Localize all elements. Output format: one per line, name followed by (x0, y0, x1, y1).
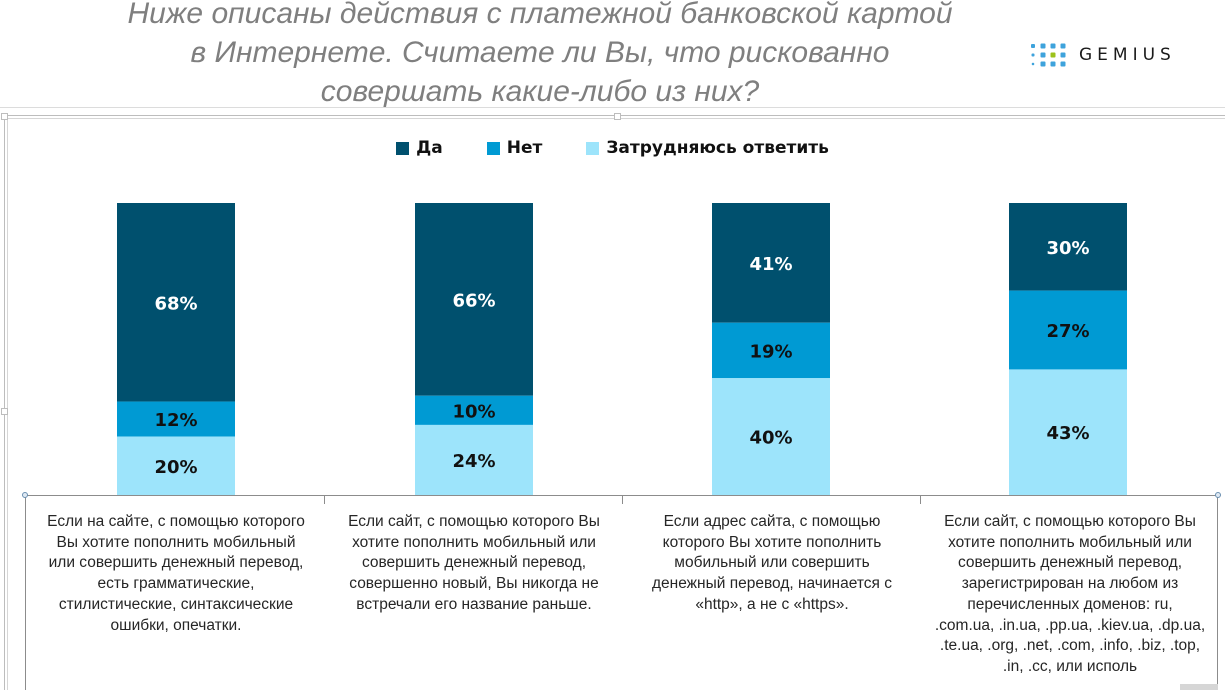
category-label-line: денежный перевод, начинается с (652, 575, 892, 593)
logo-dot (1050, 52, 1056, 58)
legend-label-yes: Да (416, 138, 443, 158)
frame-top-outer (0, 107, 1225, 108)
category-label-2: Если сайт, с помощью которого Вы хотите п… (325, 512, 623, 616)
bar-segment-yes (117, 203, 235, 402)
bar-segment-no (712, 322, 830, 379)
category-label-1: Если на сайте, с помощью которого Вы хоти… (27, 512, 325, 636)
category-label-line: мобильный или совершить (674, 554, 870, 572)
category-label-line: или совершить денежный перевод, (48, 554, 304, 572)
category-label-line: совершить денежный перевод, (957, 554, 1183, 572)
category-label-line: встречали его название раньше. (356, 595, 592, 613)
title-line-1: Ниже описаны действия с платежной банков… (127, 0, 953, 30)
legend-swatch-yes (396, 141, 410, 155)
axis-handle-left[interactable] (22, 492, 28, 498)
resize-handle-top-left[interactable] (1, 113, 8, 120)
logo-dot (1040, 43, 1046, 49)
data-label: 12% (154, 410, 197, 431)
resize-handle-left-middle[interactable] (1, 408, 8, 415)
legend-item-yes: Да (396, 138, 443, 158)
category-label-3: Если адрес сайта, с помощью которого Вы х… (623, 512, 921, 616)
slide-title: Ниже описаны действия с платежной банков… (40, 0, 1040, 111)
data-label: 66% (452, 290, 495, 311)
data-label: 68% (154, 293, 197, 314)
data-label: 41% (749, 254, 792, 275)
frame-left-inner (7, 118, 8, 690)
logo-dot (1060, 43, 1066, 49)
category-label-line: совершенно новый, Вы никогда не (349, 575, 599, 593)
category-label-line: Если на сайте, с помощью которого (47, 513, 305, 530)
logo-dot (1031, 53, 1035, 57)
chart-legend: Да Нет Затрудняюсь ответить (0, 138, 1225, 158)
bar-segment-yes (1009, 203, 1127, 291)
data-label: 20% (154, 457, 197, 478)
logo-dot (1050, 43, 1056, 49)
category-label-line: есть грамматические, (97, 575, 255, 593)
category-axis: Если на сайте, с помощью которого Вы хоти… (25, 495, 1218, 690)
legend-item-no: Нет (486, 138, 543, 158)
category-divider (622, 496, 623, 504)
data-label: 40% (749, 428, 792, 449)
logo-dot (1060, 61, 1066, 67)
category-label-line: хотите пополнить мобильный или (352, 533, 596, 551)
logo-dot (1040, 52, 1046, 58)
category-label-4: Если сайт, с помощью которого Вы хотите п… (921, 512, 1219, 678)
category-label-line: которого Вы хотите пополнить (662, 533, 882, 551)
category-label-line: хотите пополнить мобильный или (948, 533, 1192, 551)
category-label-line: зарегистрирован на любом из (961, 575, 1179, 593)
scrollbar-thumb[interactable] (1180, 684, 1218, 690)
gemius-dots-icon (1031, 43, 1066, 67)
logo-dot (1031, 44, 1035, 48)
legend-item-unsure: Затрудняюсь ответить (586, 138, 829, 158)
category-label-line: Если адрес сайта, с помощью (663, 513, 881, 530)
category-label-line: «http», а не с «https». (695, 595, 849, 613)
logo-dot (1050, 61, 1056, 67)
category-divider (324, 496, 325, 504)
data-label: 19% (749, 341, 792, 362)
legend-swatch-unsure (586, 141, 600, 155)
category-label-line: стилистические, синтаксические (58, 595, 294, 613)
bar-segment-unsure (1009, 369, 1127, 495)
data-label: 43% (1046, 423, 1089, 444)
legend-label-no: Нет (506, 138, 543, 158)
category-label-line: совершить денежный перевод, (361, 554, 587, 572)
category-label-line: перечисленных доменов: ru, (967, 595, 1173, 613)
bar-segment-no (415, 395, 533, 425)
frame-left (4, 115, 5, 690)
logo-text: GEMIUS (1079, 45, 1176, 65)
logo-dot (1040, 61, 1046, 67)
logo-dot (1031, 62, 1035, 66)
bar-segment-no (117, 401, 235, 437)
category-label-line: .te.ua, .org, .net, .com, .info, .biz, .… (939, 637, 1201, 655)
data-label: 27% (1046, 321, 1089, 342)
resize-handle-top-middle[interactable] (614, 113, 621, 120)
bar-segment-unsure (415, 424, 533, 495)
category-divider (920, 496, 921, 504)
title-line-2: в Интернете. Считаете ли Вы, что рискова… (190, 36, 890, 69)
title-line-3: совершать какие-либо из них? (320, 75, 760, 108)
bar-segment-yes (712, 203, 830, 323)
category-label-line: .in, .cc, или исполь (1002, 657, 1138, 675)
bar-segment-yes (415, 203, 533, 396)
category-label-line: Если сайт, с помощью которого Вы (348, 513, 600, 530)
legend-swatch-no (486, 141, 500, 155)
data-label: 10% (452, 401, 495, 422)
legend-label-unsure: Затрудняюсь ответить (606, 138, 829, 158)
category-label-line: ошибки, опечатки. (110, 616, 242, 634)
axis-handle-right[interactable] (1215, 492, 1221, 498)
bar-segment-unsure (117, 436, 235, 495)
data-label: 30% (1046, 238, 1089, 259)
category-label-line: Если сайт, с помощью которого Вы (944, 513, 1196, 530)
bar-segment-unsure (712, 378, 830, 495)
category-label-line: Вы хотите пополнить мобильный (56, 533, 296, 551)
bar-segment-no (1009, 290, 1127, 370)
logo-dot (1060, 52, 1066, 58)
data-label: 24% (452, 451, 495, 472)
category-label-line: .com.ua, .in.ua, .pp.ua, .kiev.ua, .dp.u… (934, 616, 1206, 634)
gemius-logo: GEMIUS (1028, 40, 1176, 70)
